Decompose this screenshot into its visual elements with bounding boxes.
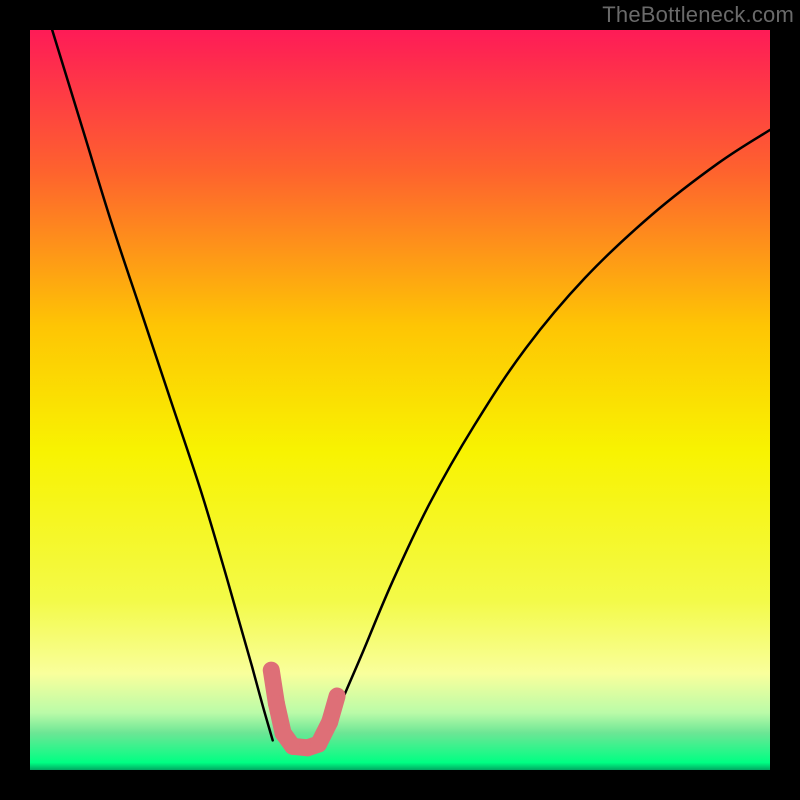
watermark-label: TheBottleneck.com — [602, 2, 794, 28]
chart-svg — [30, 30, 770, 770]
plot-area — [30, 30, 770, 770]
trough-endcap — [336, 695, 337, 696]
trough-endcap — [271, 669, 272, 670]
plot-background — [30, 30, 770, 770]
outer-frame: TheBottleneck.com — [0, 0, 800, 800]
trough-segment — [330, 696, 337, 722]
